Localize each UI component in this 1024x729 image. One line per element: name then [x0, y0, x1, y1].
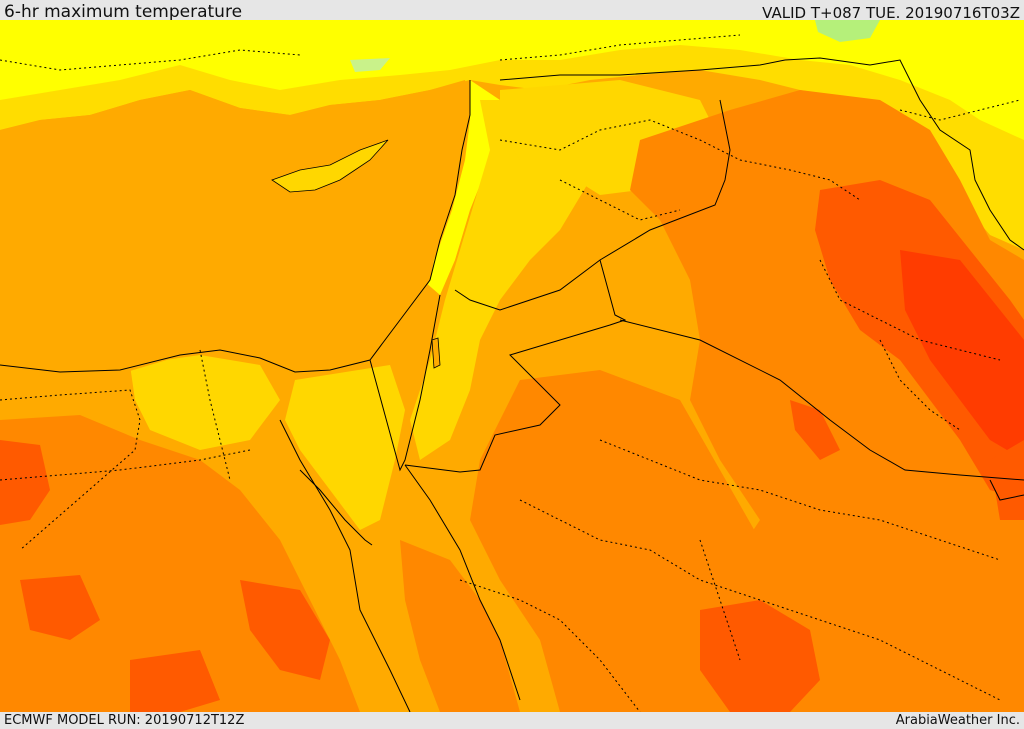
- temperature-map[interactable]: [0, 20, 1024, 712]
- red-sea-coast-orange: [400, 540, 520, 712]
- credit-label: ArabiaWeather Inc.: [895, 713, 1020, 728]
- north-green-spot: [815, 20, 880, 42]
- country-borders: [0, 57, 1024, 712]
- iraq-red: [815, 180, 1024, 500]
- map-canvas: [0, 20, 1024, 712]
- dead-sea: [431, 337, 441, 369]
- valid-time: VALID T+087 TUE. 20190716T03Z: [762, 4, 1020, 22]
- egypt-red-nile: [240, 580, 330, 680]
- iraq-red-patch: [790, 400, 840, 460]
- egypt-red-west: [0, 440, 50, 525]
- mediterranean-sea: [0, 80, 470, 380]
- map-title: 6-hr maximum temperature: [4, 2, 243, 22]
- egypt-red-south-2: [130, 650, 220, 712]
- cyprus: [271, 139, 389, 193]
- footer-bar: ECMWF MODEL RUN: 20190712T12Z ArabiaWeat…: [0, 712, 1024, 729]
- kuwait-red: [990, 440, 1024, 520]
- egypt-red-south: [20, 575, 100, 640]
- north-green-spot-2: [350, 58, 390, 72]
- levant-yellow: [425, 80, 500, 295]
- egypt-gold: [130, 355, 280, 450]
- sinai-gold: [285, 365, 405, 530]
- saudi-red: [700, 600, 820, 712]
- north-bright-yellow: [0, 20, 1024, 140]
- admin-borders: [0, 34, 1021, 712]
- header-bar: 6-hr maximum temperature VALID T+087 TUE…: [0, 0, 1024, 22]
- iraq-red-core: [900, 250, 1024, 460]
- model-run-label: ECMWF MODEL RUN: 20190712T12Z: [4, 713, 245, 728]
- gulf-of-suez: [299, 469, 373, 546]
- levant-gold: [410, 100, 600, 460]
